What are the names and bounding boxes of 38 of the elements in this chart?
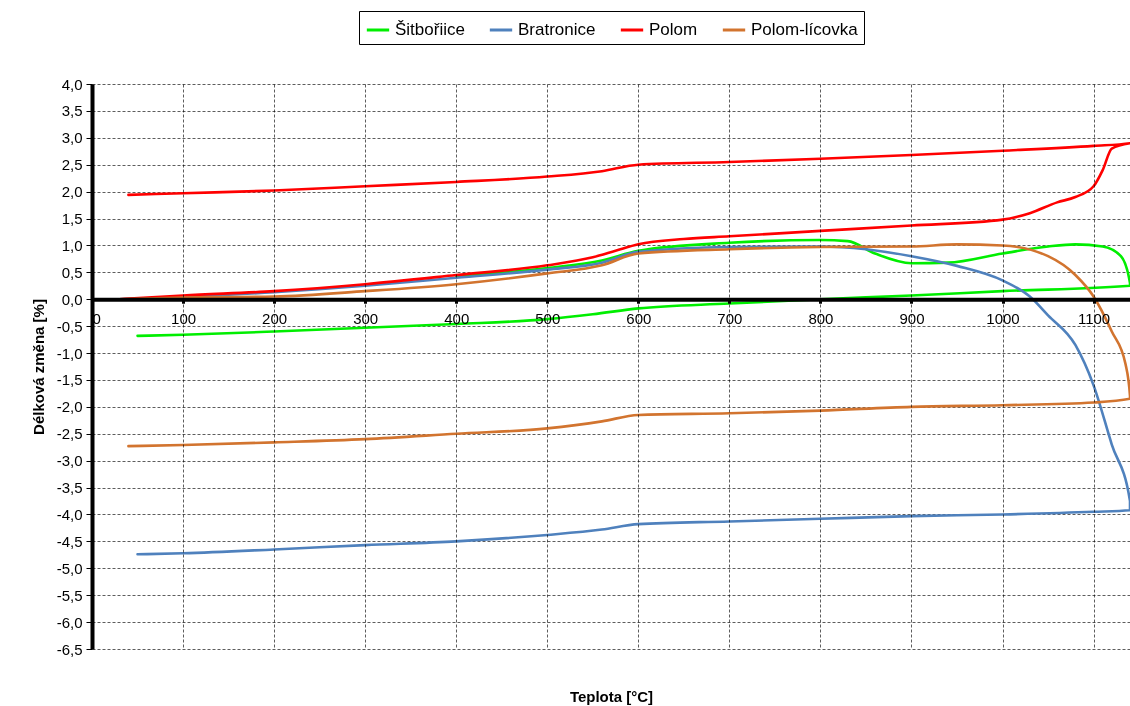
y-tick-label: -6,0 <box>56 613 83 631</box>
y-tick-label: 0,0 <box>61 290 83 308</box>
y-tick-label: 3,5 <box>61 102 83 120</box>
y-tick-label: 1,5 <box>61 210 83 228</box>
x-tick-label: 900 <box>899 309 925 327</box>
legend-label: Bratronice <box>518 20 596 39</box>
line-series <box>136 238 1130 338</box>
y-tick-label: 4,0 <box>61 75 83 93</box>
x-tick-label: 600 <box>626 309 652 327</box>
y-tick-label: -1,0 <box>56 344 83 362</box>
y-tick-label: -3,5 <box>56 479 83 497</box>
y-tick-label: 2,0 <box>61 183 83 201</box>
y-tick-label: -5,5 <box>56 586 83 604</box>
y-axis-title: Délková změna [%] <box>29 299 47 435</box>
y-tick-label: -0,5 <box>56 317 83 335</box>
y-tick-label: -5,0 <box>56 559 83 577</box>
x-axis-title: Teplota [°C] <box>569 687 654 705</box>
x-tick-label: 400 <box>444 309 470 327</box>
legend-label: Šitbořiice <box>395 20 465 39</box>
y-tick-label: -6,5 <box>56 640 83 658</box>
x-tick-label: 800 <box>808 309 834 327</box>
y-tick-label: -3,0 <box>56 452 83 470</box>
y-tick-label: 1,0 <box>61 236 83 254</box>
x-tick-label: 200 <box>262 309 288 327</box>
y-tick-label: -2,0 <box>56 398 83 416</box>
y-tick-label: -1,5 <box>56 371 83 389</box>
x-tick-label: 300 <box>353 309 379 327</box>
y-tick-label: 0,5 <box>61 263 83 281</box>
legend-label: Polom <box>649 20 698 39</box>
y-tick-label: 2,5 <box>61 156 83 174</box>
x-tick-label: 100 <box>171 309 197 327</box>
y-tick-label: -2,5 <box>56 425 83 443</box>
y-tick-label: -4,5 <box>56 532 83 550</box>
legend-label: Polom-lícovka <box>751 20 859 39</box>
x-tick-label: 700 <box>717 309 743 327</box>
x-tick-label: 1000 <box>986 309 1020 327</box>
y-tick-label: 3,0 <box>61 129 83 147</box>
y-tick-label: -4,0 <box>56 505 83 523</box>
